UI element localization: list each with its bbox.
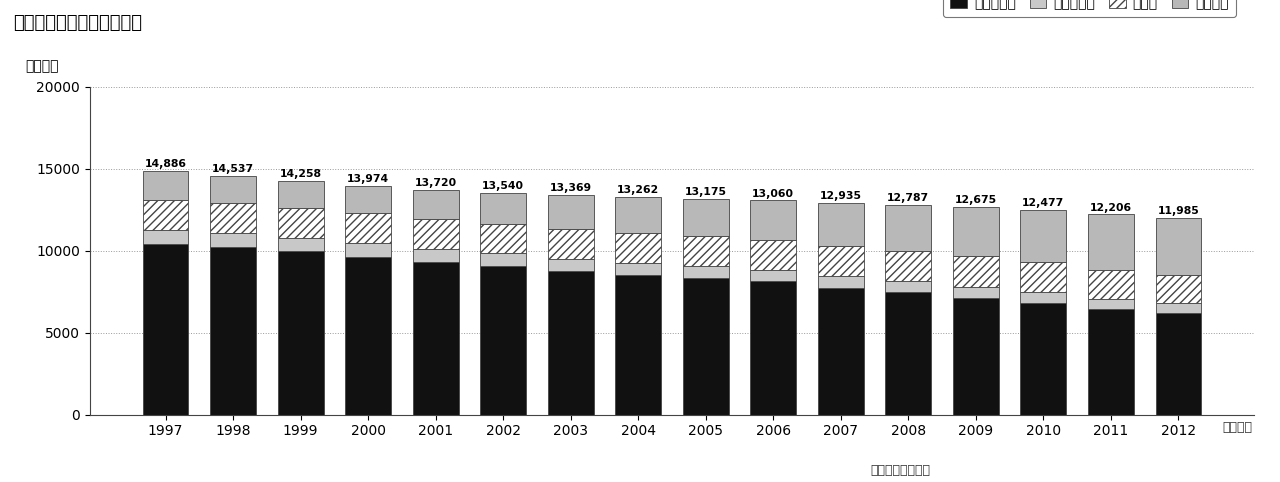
Text: 14,258: 14,258 (279, 169, 321, 179)
Text: 13,720: 13,720 (415, 178, 457, 187)
Bar (1088, 309, 1134, 415)
Text: 13,060: 13,060 (753, 188, 795, 199)
Bar (1088, 299, 1134, 309)
Bar (142, 200, 188, 230)
Legend: 原付第一種, 原付第二種, 軽二輪, 小型二輪: 原付第一種, 原付第二種, 軽二輪, 小型二輪 (943, 0, 1235, 17)
Text: 出所）国土交通省: 出所）国土交通省 (870, 464, 931, 477)
Bar (346, 243, 392, 256)
Bar (1020, 263, 1066, 292)
Text: 12,935: 12,935 (819, 190, 861, 201)
Text: （年度）: （年度） (1222, 421, 1252, 434)
Bar (952, 256, 998, 286)
Bar (346, 214, 392, 243)
Bar (210, 176, 256, 203)
Bar (210, 233, 256, 247)
Bar (682, 199, 728, 236)
Bar (886, 281, 932, 293)
Text: 11,985: 11,985 (1157, 206, 1199, 216)
Bar (210, 203, 256, 233)
Text: 12,675: 12,675 (955, 195, 997, 205)
Bar (818, 202, 864, 246)
Bar (682, 236, 728, 267)
Bar (1020, 210, 1066, 263)
Bar (1156, 303, 1202, 313)
Text: 13,540: 13,540 (483, 181, 525, 191)
Bar (548, 229, 594, 259)
Bar (886, 251, 932, 281)
Bar (278, 238, 324, 251)
Bar (548, 195, 594, 229)
Bar (1156, 218, 1202, 276)
Bar (412, 262, 458, 415)
Bar (142, 230, 188, 243)
Bar (616, 263, 662, 275)
Bar (278, 251, 324, 415)
Bar (616, 233, 662, 263)
Text: 14,537: 14,537 (212, 164, 255, 174)
Bar (412, 190, 458, 219)
Text: 13,974: 13,974 (347, 174, 389, 184)
Text: 13,175: 13,175 (685, 187, 727, 197)
Bar (886, 205, 932, 251)
Text: 14,886: 14,886 (145, 159, 187, 169)
Bar (682, 278, 728, 415)
Bar (548, 259, 594, 271)
Bar (412, 249, 458, 262)
Bar (346, 256, 392, 415)
Bar (750, 240, 796, 270)
Bar (616, 197, 662, 233)
Bar (1156, 276, 1202, 303)
Bar (480, 224, 526, 254)
Bar (750, 281, 796, 415)
Bar (1156, 313, 1202, 415)
Bar (1088, 270, 1134, 299)
Bar (278, 181, 324, 208)
Text: ＜二輪車保有台数の推移＞: ＜二輪車保有台数の推移＞ (13, 14, 142, 32)
Bar (548, 271, 594, 415)
Bar (952, 286, 998, 297)
Bar (886, 293, 932, 415)
Bar (1088, 214, 1134, 270)
Bar (1020, 303, 1066, 415)
Text: 13,369: 13,369 (549, 184, 591, 193)
Bar (952, 207, 998, 256)
Bar (278, 208, 324, 238)
Bar (616, 275, 662, 415)
Bar (1020, 292, 1066, 303)
Text: 12,477: 12,477 (1023, 198, 1065, 208)
Bar (818, 287, 864, 415)
Bar (818, 276, 864, 287)
Bar (480, 266, 526, 415)
Text: （千台）: （千台） (26, 60, 59, 74)
Text: 12,206: 12,206 (1089, 202, 1132, 213)
Bar (480, 254, 526, 266)
Bar (142, 171, 188, 200)
Bar (412, 219, 458, 249)
Bar (750, 201, 796, 240)
Bar (818, 246, 864, 276)
Text: 12,787: 12,787 (887, 193, 929, 203)
Bar (346, 186, 392, 214)
Bar (480, 193, 526, 224)
Bar (952, 297, 998, 415)
Text: 13,262: 13,262 (617, 185, 659, 195)
Bar (682, 267, 728, 278)
Bar (750, 270, 796, 281)
Bar (210, 247, 256, 415)
Bar (142, 243, 188, 415)
